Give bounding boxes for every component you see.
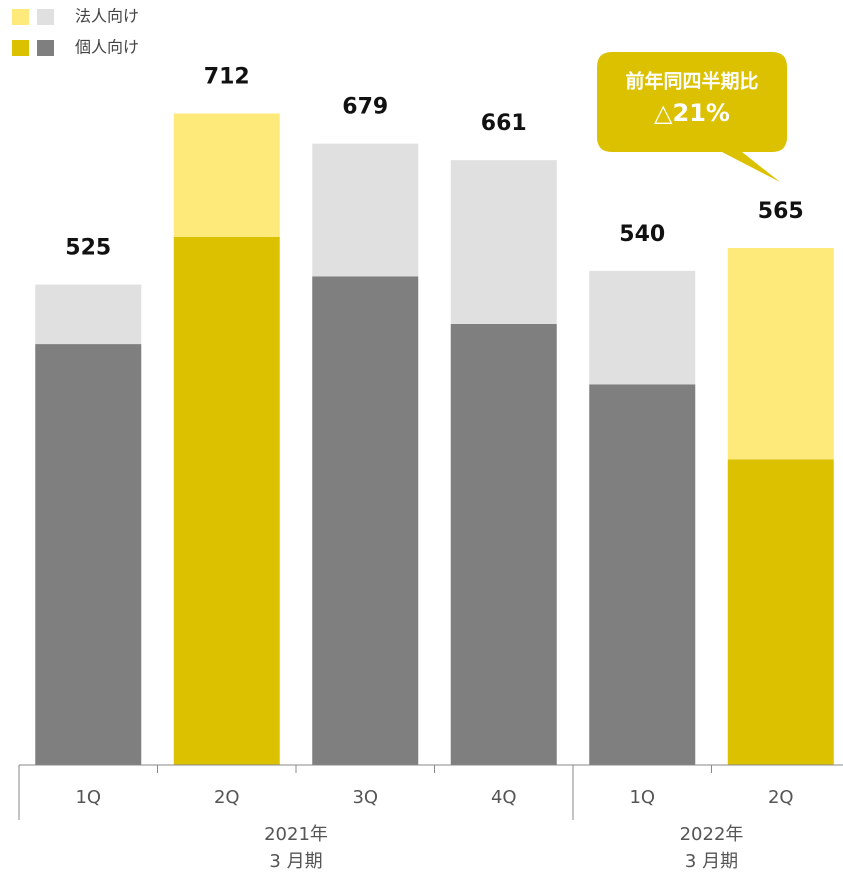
x-tick-label: 3Q bbox=[352, 787, 378, 808]
callout bbox=[597, 52, 787, 182]
bar-segment bbox=[727, 459, 834, 765]
bar-segment bbox=[312, 143, 419, 277]
bar-segment bbox=[450, 160, 557, 324]
bar-segment bbox=[589, 384, 696, 765]
callout-line: △21% bbox=[654, 99, 730, 127]
group-label: 3 月期 bbox=[685, 851, 738, 872]
legend-swatch bbox=[12, 9, 29, 25]
total-label: 540 bbox=[619, 222, 665, 247]
bar-segment bbox=[589, 270, 696, 385]
x-tick-label: 1Q bbox=[629, 787, 655, 808]
bar-segment bbox=[173, 113, 280, 238]
bar-segment bbox=[173, 237, 280, 765]
legend-swatch bbox=[12, 40, 29, 56]
bar-segment bbox=[35, 344, 142, 765]
bar-segment bbox=[727, 247, 834, 460]
group-label: 2021年 bbox=[264, 824, 328, 845]
total-label: 525 bbox=[65, 236, 111, 261]
x-tick-label: 1Q bbox=[75, 787, 101, 808]
bar-segment bbox=[312, 276, 419, 765]
total-label: 661 bbox=[481, 111, 527, 136]
legend-swatch bbox=[37, 9, 54, 25]
group-label: 3 月期 bbox=[269, 851, 322, 872]
legend-label: 個人向け bbox=[75, 38, 139, 57]
legend-swatch bbox=[37, 40, 54, 56]
group-label: 2022年 bbox=[680, 824, 744, 845]
x-tick-label: 2Q bbox=[214, 787, 240, 808]
total-label: 679 bbox=[342, 95, 388, 120]
bar-segment bbox=[450, 323, 557, 765]
callout-line: 前年同四半期比 bbox=[625, 70, 758, 93]
legend-label: 法人向け bbox=[75, 7, 139, 26]
bar-segment bbox=[35, 284, 142, 345]
x-tick-label: 4Q bbox=[491, 787, 517, 808]
total-label: 712 bbox=[204, 64, 250, 89]
x-tick-label: 2Q bbox=[768, 787, 794, 808]
total-label: 565 bbox=[758, 199, 804, 224]
